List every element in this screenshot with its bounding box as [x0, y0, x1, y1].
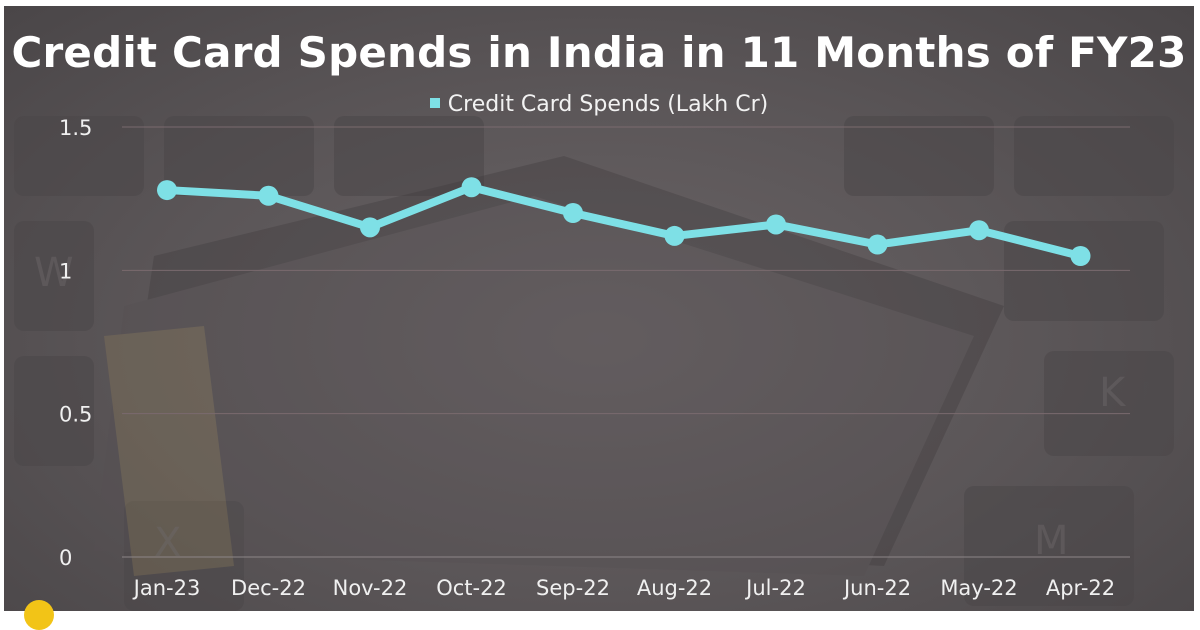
x-tick-label: Nov-22	[333, 576, 408, 600]
data-point	[766, 214, 786, 235]
legend-label: Credit Card Spends (Lakh Cr)	[447, 92, 769, 117]
y-axis: 0 0.5 1 1.5	[59, 116, 92, 570]
x-tick-label: May-22	[940, 576, 1017, 600]
data-point	[258, 185, 279, 206]
svg-text:W: W	[34, 250, 74, 296]
coin-icon	[24, 600, 54, 630]
data-point	[563, 203, 583, 223]
svg-text:X: X	[154, 520, 181, 566]
grid-lines	[122, 126, 1130, 558]
data-point	[461, 177, 482, 198]
y-tick-label: 0.5	[59, 403, 92, 427]
series-line	[163, 183, 1085, 260]
chart-title: Credit Card Spends in India in 11 Months…	[11, 28, 1187, 77]
y-tick-label: 1.5	[59, 116, 92, 140]
data-point	[969, 220, 989, 241]
y-tick-label: 1	[59, 259, 72, 283]
x-tick-label: Jul-22	[744, 576, 806, 600]
x-axis: Jan-23 Dec-22 Nov-22 Oct-22 Sep-22 Aug-22 Jul-…	[132, 576, 1115, 600]
data-point	[664, 225, 685, 246]
x-tick-label: Jan-23	[132, 576, 201, 600]
series-line-layer	[163, 183, 1085, 260]
plot-area: 0 0.5 1 1.5 Jan-23 Dec-22 Nov-22 Oct-22 Sep-22 A…	[59, 116, 1130, 600]
legend: Credit Card Spends (Lakh Cr)	[4, 92, 1194, 117]
x-tick-label: Oct-22	[436, 576, 507, 600]
series-points	[157, 177, 1091, 266]
data-point	[867, 234, 888, 255]
x-tick-label: Dec-22	[231, 576, 306, 600]
svg-text:M: M	[1034, 518, 1069, 564]
data-point	[1070, 246, 1091, 266]
x-tick-label: Jun-22	[842, 576, 911, 600]
x-tick-label: Sep-22	[536, 576, 610, 600]
x-tick-label: Aug-22	[637, 576, 712, 600]
y-tick-label: 0	[59, 546, 72, 570]
svg-text:K: K	[1099, 370, 1127, 416]
background-image: W X M K	[14, 116, 1174, 611]
x-tick-label: Apr-22	[1046, 576, 1115, 600]
data-point	[157, 180, 177, 201]
data-point	[360, 217, 380, 238]
chart-frame: W X M K Credit Card Spends in India in 1…	[4, 6, 1194, 611]
legend-swatch	[429, 98, 440, 108]
